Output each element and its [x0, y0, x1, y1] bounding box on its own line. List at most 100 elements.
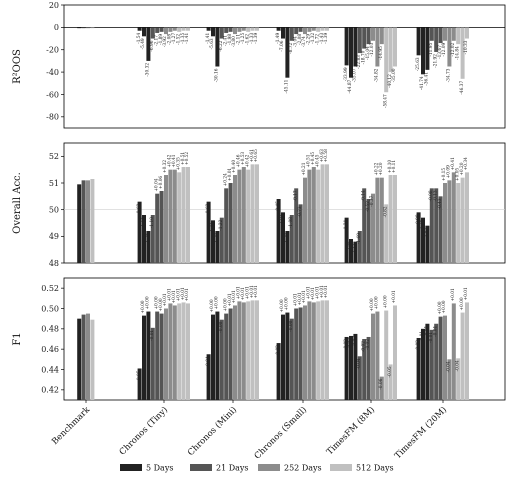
bar: [155, 311, 160, 400]
bar: [344, 217, 349, 263]
data-label: +0.01: [181, 287, 186, 300]
data-label: -1.89: [159, 34, 164, 45]
bar: [276, 343, 281, 400]
data-label: -0.01: [420, 331, 425, 342]
legend-label: 512 Days: [356, 464, 394, 473]
bar: [168, 27, 173, 32]
data-label: -1.72: [315, 34, 320, 45]
bar: [172, 169, 177, 263]
bar: [349, 335, 353, 400]
bar: [349, 239, 353, 263]
data-label: -1.21: [344, 219, 349, 230]
bar: [215, 27, 220, 67]
data-label: -15.04: [366, 46, 371, 60]
bar: [255, 27, 259, 31]
data-label: -5.49: [141, 38, 146, 49]
bar: [246, 169, 251, 263]
x-category-labels: Benchmark Chronos (Tiny) Chronos (Mini) Chr…: [50, 400, 449, 462]
bar: [224, 27, 229, 33]
data-label: -1.49: [276, 32, 281, 43]
bar: [250, 300, 255, 400]
data-label: -1.08: [289, 217, 294, 228]
data-label: -0.17: [293, 190, 298, 201]
data-label: -0.01: [429, 332, 434, 343]
data-label: -6.96: [150, 40, 155, 51]
data-label: +0.01: [392, 290, 397, 303]
data-label: -0.52: [366, 201, 371, 212]
data-label: +0.01: [320, 285, 325, 298]
bar: [460, 177, 465, 263]
data-label: +0.01: [241, 287, 246, 300]
bar: [233, 305, 237, 400]
bar: [294, 27, 299, 35]
data-label: +0.00: [460, 297, 465, 310]
data-label: -33.99: [344, 67, 349, 81]
legend-swatch: [258, 464, 280, 471]
legend-label: 252 Days: [284, 464, 322, 473]
legend: 5 Days 21 Days 252 Days 512 Days: [120, 464, 394, 473]
bar: [451, 172, 456, 263]
data-label: -6.22: [219, 40, 224, 51]
bar: [366, 27, 371, 45]
data-label: +0.00: [370, 298, 375, 311]
data-label: +0.00: [280, 299, 285, 312]
bar: [443, 315, 447, 400]
bar: [255, 164, 259, 263]
data-label: -0.02: [416, 340, 421, 351]
bar: [281, 212, 285, 263]
data-label: +0.41: [451, 157, 456, 170]
data-label: +0.01: [302, 290, 307, 303]
data-label: -1.41: [185, 32, 190, 43]
data-label: +0.01: [311, 287, 316, 300]
bar: [81, 27, 86, 29]
bar: [438, 316, 443, 400]
data-label: -11.95: [429, 43, 434, 57]
y-tick-label: 0.44: [41, 365, 59, 374]
y-tick-label: 0.42: [41, 386, 59, 395]
data-label: -1.39: [324, 32, 329, 43]
bar: [237, 27, 242, 32]
bar: [388, 175, 393, 263]
data-label: -14.84: [455, 46, 460, 60]
bar: [325, 27, 329, 31]
bar: [228, 308, 233, 400]
bar: [425, 323, 430, 400]
data-label: +0.34: [464, 157, 469, 170]
bar: [460, 27, 465, 79]
data-label: -1.41: [206, 32, 211, 43]
bar: [366, 199, 371, 263]
bar: [168, 303, 173, 400]
data-label: -1.33: [250, 32, 255, 43]
bar: [421, 217, 425, 263]
bar: [177, 27, 182, 32]
bar: [416, 337, 421, 400]
data-label: -1.01: [280, 214, 285, 225]
data-label: +0.10: [388, 160, 393, 173]
bar: [181, 167, 186, 263]
bar: [379, 27, 384, 45]
bar: [371, 313, 375, 400]
data-label: -0.45: [276, 201, 281, 212]
bar: [429, 27, 434, 41]
bar: [159, 27, 164, 32]
bar: [456, 358, 461, 400]
bar: [443, 183, 447, 263]
data-label: +0.45: [311, 152, 316, 165]
bar: [434, 323, 439, 400]
bar: [303, 27, 307, 35]
data-label: +0.01: [324, 285, 329, 298]
y-tick-label: 50: [49, 205, 59, 214]
y-tick-label: 49: [49, 232, 59, 241]
bar: [294, 188, 299, 263]
bar: [465, 27, 469, 39]
bar: [344, 27, 349, 66]
data-label: -1.98: [228, 34, 233, 45]
bar: [276, 199, 281, 263]
bar: [164, 175, 168, 263]
y-axis-label: Overall Acc.: [12, 172, 23, 234]
bar: [325, 300, 329, 400]
bar: [371, 27, 375, 41]
bar: [142, 27, 146, 37]
data-label: -18.70: [361, 50, 366, 64]
